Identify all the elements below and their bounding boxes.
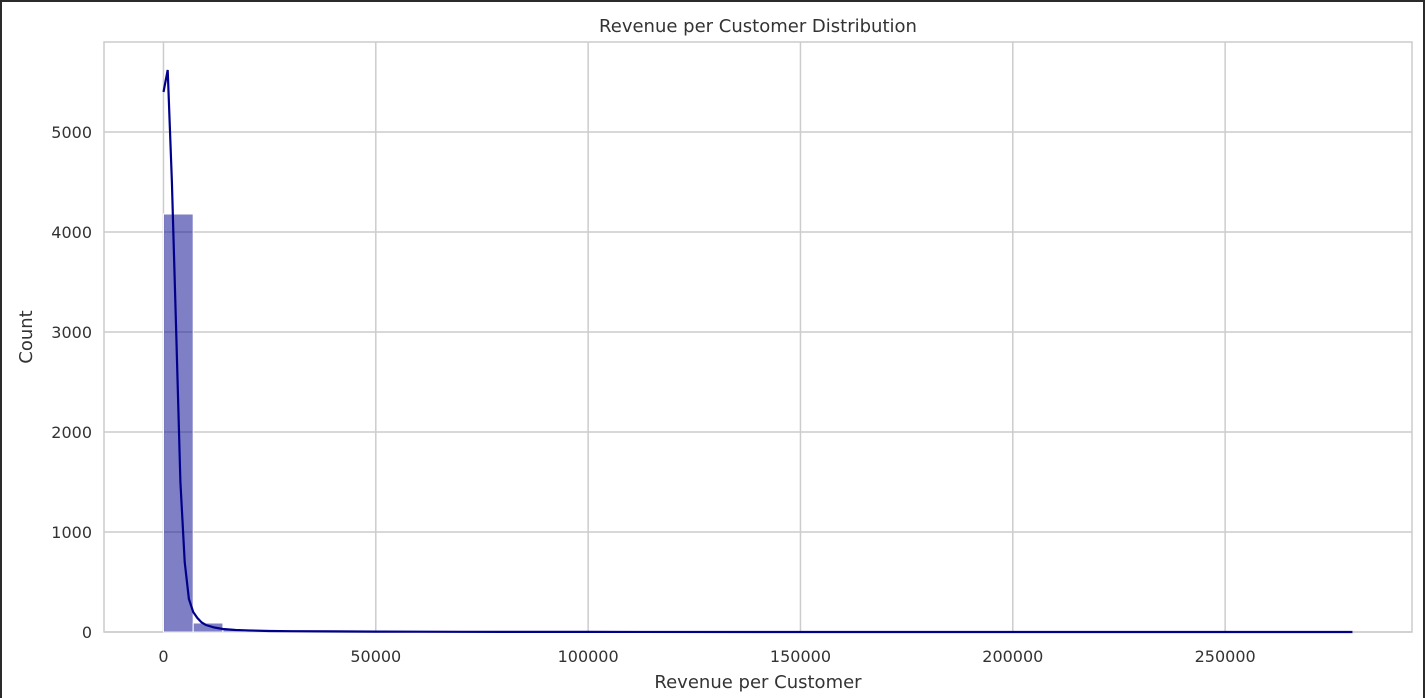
y-axis-title: Count	[16, 310, 37, 363]
kde-curve-group	[162, 69, 1353, 634]
x-tick-label: 0	[158, 647, 168, 666]
y-tick-label: 1000	[51, 523, 92, 542]
y-tick-label: 5000	[51, 123, 92, 142]
x-tick-label: 250000	[1195, 647, 1256, 666]
plot-area	[103, 41, 1413, 633]
x-axis-title: Revenue per Customer	[654, 672, 862, 693]
y-tick-label: 2000	[51, 423, 92, 442]
x-tick-label: 100000	[558, 647, 619, 666]
y-tick-labels: 0 1000 2000 3000 4000 5000	[51, 123, 92, 642]
x-tick-label: 150000	[770, 647, 831, 666]
x-tick-label: 200000	[982, 647, 1043, 666]
y-tick-label: 0	[82, 623, 92, 642]
x-tick-label: 50000	[350, 647, 401, 666]
y-tick-label: 4000	[51, 223, 92, 242]
chart-title: Revenue per Customer Distribution	[599, 16, 917, 37]
kde-line	[162, 69, 1353, 634]
y-tick-label: 3000	[51, 323, 92, 342]
histogram-bar	[192, 622, 224, 633]
x-tick-labels: 0 50000 100000 150000 200000 250000	[158, 647, 1255, 666]
